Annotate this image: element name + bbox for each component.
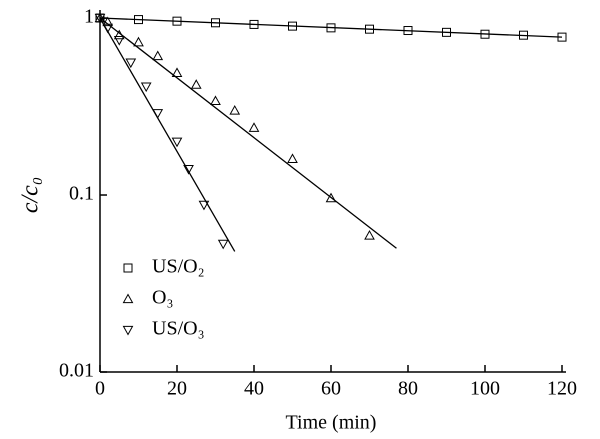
data-point	[113, 36, 125, 46]
data-point	[287, 153, 298, 163]
data-point	[171, 137, 183, 148]
x-tick-label: 40	[244, 378, 264, 400]
data-point	[125, 58, 137, 69]
data-point	[140, 82, 152, 93]
fit-line	[99, 17, 563, 38]
data-point	[210, 95, 221, 106]
data-point	[94, 13, 106, 24]
data-point	[171, 67, 183, 77]
data-point	[442, 27, 451, 37]
data-point	[133, 36, 144, 47]
x-tick-label: 20	[167, 378, 187, 400]
data-point	[152, 109, 164, 119]
legend-marker	[122, 293, 134, 304]
data-point	[519, 30, 528, 40]
fit-line	[99, 17, 236, 252]
legend-marker	[122, 325, 134, 336]
data-point	[134, 15, 143, 25]
data-point	[190, 79, 202, 89]
data-point	[113, 29, 125, 40]
x-tick-label: 80	[398, 378, 418, 400]
y-tick-label: 0.1	[69, 183, 94, 205]
data-point	[183, 165, 194, 175]
data-point	[102, 23, 114, 34]
legend-label: US/O₃	[152, 318, 205, 340]
y-tick-label: 0.01	[59, 360, 94, 382]
data-point	[211, 18, 220, 28]
legend-label: O₃	[152, 287, 173, 309]
y-tick-label: 1	[84, 6, 94, 28]
data-point	[365, 24, 374, 34]
data-point	[480, 29, 490, 39]
x-tick-label: 60	[321, 378, 341, 400]
x-axis-title: Time (min)	[286, 412, 377, 434]
data-point	[364, 230, 375, 240]
data-point	[172, 16, 182, 26]
data-point	[229, 105, 241, 115]
data-point	[557, 32, 567, 42]
fit-line	[99, 17, 397, 249]
data-point	[403, 26, 413, 36]
data-point	[288, 21, 297, 31]
legend-marker	[123, 263, 133, 273]
data-point	[217, 239, 229, 250]
data-point	[326, 23, 336, 33]
data-point	[249, 19, 259, 29]
legend-label: US/O₂	[152, 256, 205, 278]
data-point	[198, 200, 210, 211]
x-tick-label: 100	[470, 378, 500, 400]
y-axis-title: c/c₀	[18, 177, 44, 213]
data-point	[102, 16, 114, 27]
x-tick-label: 0	[95, 378, 105, 400]
x-tick-label: 120	[547, 378, 577, 400]
data-point	[152, 50, 164, 61]
data-point	[248, 122, 260, 132]
data-point	[325, 192, 337, 203]
